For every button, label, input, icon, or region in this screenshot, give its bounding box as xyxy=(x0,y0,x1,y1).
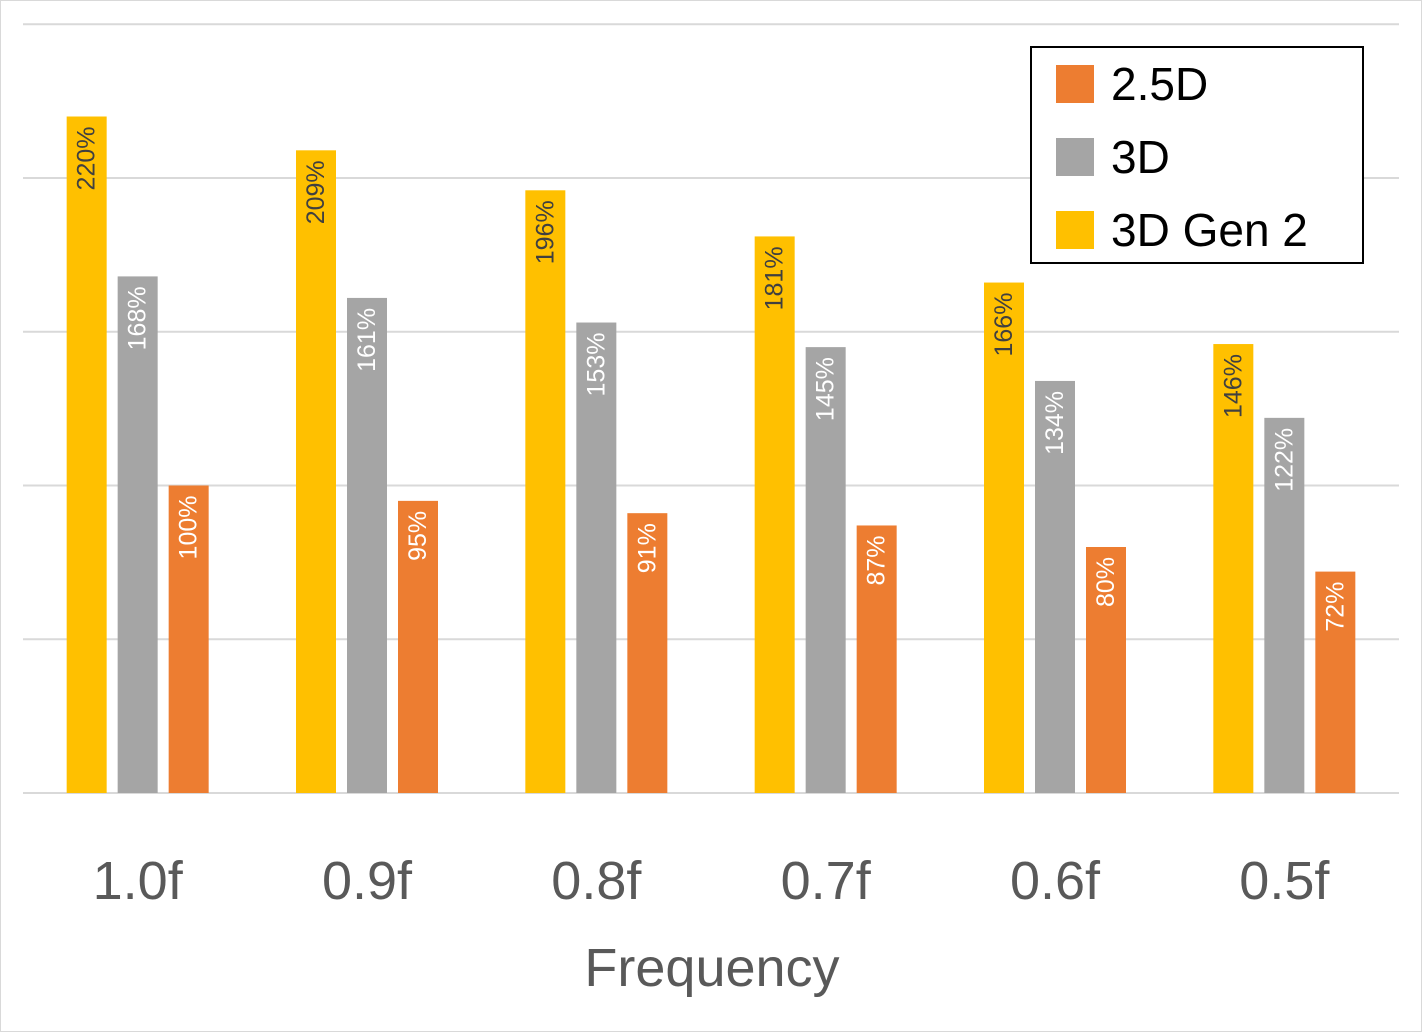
data-label: 146% xyxy=(1219,354,1247,418)
bar-2-5d-1.0f xyxy=(168,485,209,793)
data-label: 134% xyxy=(1041,391,1069,455)
bar-3d-0.7f xyxy=(805,347,846,793)
legend-label: 2.5D xyxy=(1111,58,1208,110)
category-axis-labels: 1.0f 0.9f 0.8f 0.7f 0.6f 0.5f xyxy=(93,851,1331,911)
bar-3d-0.5f xyxy=(1264,417,1305,793)
data-label: 87% xyxy=(863,535,891,585)
data-label: 209% xyxy=(302,160,330,224)
bar-2-5d-0.8f xyxy=(627,513,668,793)
data-label: 168% xyxy=(124,286,152,350)
data-label: 95% xyxy=(404,511,432,561)
x-axis-title: Frequency xyxy=(584,938,839,998)
data-label: 122% xyxy=(1270,428,1298,492)
data-label: 100% xyxy=(175,496,203,560)
bar-3d-0.8f xyxy=(576,322,617,793)
legend-swatch xyxy=(1056,65,1094,103)
bar-3d-1.0f xyxy=(117,276,158,793)
legend-label: 3D Gen 2 xyxy=(1111,204,1308,256)
data-label: 153% xyxy=(582,333,610,397)
bar-2-5d-0.7f xyxy=(856,525,897,793)
legend-label: 3D xyxy=(1111,131,1170,183)
bar-3d-0.6f xyxy=(1035,380,1075,793)
category-label: 0.6f xyxy=(1010,851,1101,911)
data-label: 220% xyxy=(73,127,101,191)
data-label: 91% xyxy=(633,523,661,573)
legend-swatch xyxy=(1056,211,1094,249)
data-labels: 220% 168% 100% 209% 161% 95% 196% 153% 91% 181% 14… xyxy=(73,127,1350,632)
bar-3d-gen-2-0.8f xyxy=(525,190,566,794)
data-label: 181% xyxy=(761,246,789,310)
bar-2-5d-0.5f xyxy=(1315,571,1356,793)
bar-3d-gen-2-1.0f xyxy=(66,116,107,793)
legend: 2.5D 3D 3D Gen 2 xyxy=(1030,46,1364,264)
category-label: 0.7f xyxy=(781,851,872,911)
data-label: 145% xyxy=(812,357,840,421)
bar-3d-0.9f xyxy=(347,297,387,793)
data-label: 72% xyxy=(1321,582,1349,632)
gridlines xyxy=(23,23,1399,794)
data-label: 196% xyxy=(531,200,559,264)
legend-swatch xyxy=(1056,138,1094,176)
bars xyxy=(66,116,1356,794)
bar-3d-gen-2-0.6f xyxy=(984,282,1024,793)
bar-3d-gen-2-0.5f xyxy=(1213,344,1254,793)
category-label: 0.9f xyxy=(322,851,413,911)
data-label: 161% xyxy=(353,308,381,372)
bar-2-5d-0.6f xyxy=(1086,547,1126,793)
category-label: 0.5f xyxy=(1239,851,1330,911)
bar-3d-gen-2-0.9f xyxy=(296,150,336,793)
bar-2-5d-0.9f xyxy=(398,500,438,793)
category-label: 0.8f xyxy=(551,851,642,911)
data-label: 80% xyxy=(1092,557,1120,607)
bar-3d-gen-2-0.7f xyxy=(754,236,795,794)
category-label: 1.0f xyxy=(93,851,184,911)
data-label: 166% xyxy=(990,293,1018,357)
